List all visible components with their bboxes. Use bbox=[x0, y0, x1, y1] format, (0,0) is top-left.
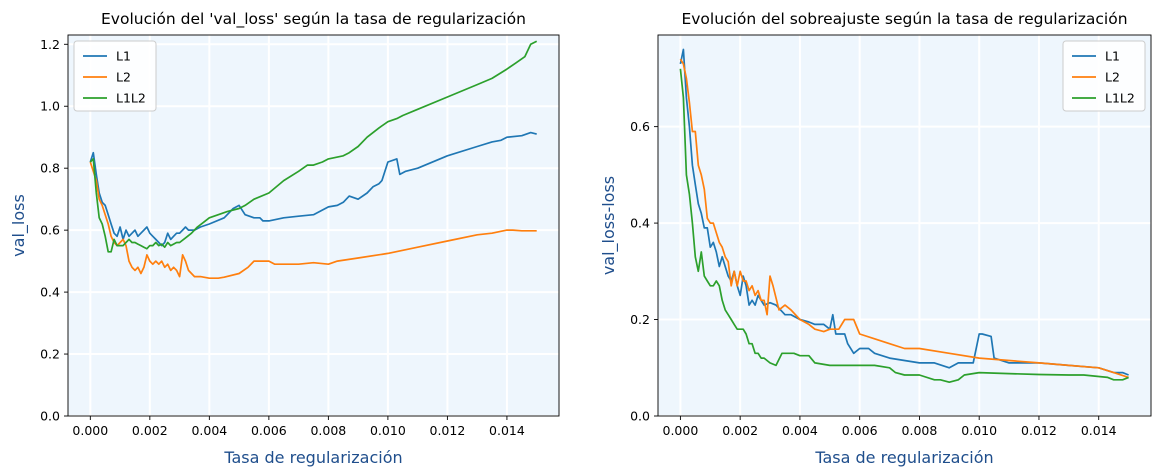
x-tick-label: 0.000 bbox=[663, 423, 699, 438]
legend-label-l2: L2 bbox=[1105, 70, 1120, 85]
y-tick-label: 0.8 bbox=[40, 161, 60, 176]
chart-title: Evolución del 'val_loss' según la tasa d… bbox=[101, 10, 526, 29]
y-tick-label: 0.6 bbox=[40, 223, 60, 238]
y-tick-label: 0.0 bbox=[40, 409, 60, 424]
series-line-l2 bbox=[679, 58, 1129, 379]
x-tick-label: 0.010 bbox=[961, 423, 997, 438]
y-axis-label: val_loss bbox=[9, 194, 29, 257]
x-axis-label: Tasa de regularización bbox=[814, 448, 993, 467]
plot-frame bbox=[657, 34, 1152, 417]
x-tick-label: 0.004 bbox=[191, 423, 227, 438]
x-tick-label: 0.002 bbox=[722, 423, 758, 438]
y-tick-label: 0.4 bbox=[40, 285, 60, 300]
x-tick-label: 0.008 bbox=[902, 423, 938, 438]
x-tick-label: 0.006 bbox=[842, 423, 878, 438]
series-line-l1l2 bbox=[89, 40, 538, 253]
series-line-l1l2 bbox=[679, 68, 1129, 384]
x-tick-label: 0.012 bbox=[430, 423, 466, 438]
y-tick-label: 0.6 bbox=[630, 119, 650, 134]
x-tick-label: 0.014 bbox=[489, 423, 525, 438]
x-tick-label: 0.010 bbox=[370, 423, 406, 438]
x-axis-label: Tasa de regularización bbox=[223, 448, 402, 467]
series-line-l1 bbox=[89, 131, 537, 247]
x-tick-label: 0.002 bbox=[132, 423, 168, 438]
legend-label-l1: L1 bbox=[1105, 49, 1120, 64]
legend-label-l1l2: L1L2 bbox=[116, 91, 146, 106]
y-tick-label: 1.0 bbox=[40, 99, 60, 114]
legend-label-l1l2: L1L2 bbox=[1105, 91, 1135, 106]
legend-label-l1: L1 bbox=[116, 49, 131, 64]
legend-box bbox=[1062, 40, 1146, 112]
y-tick-label: 0.4 bbox=[630, 216, 650, 231]
y-tick-label: 1.2 bbox=[40, 37, 60, 52]
y-tick-label: 0.0 bbox=[630, 409, 650, 424]
chart-title: Evolución del sobreajuste según la tasa … bbox=[681, 10, 1127, 28]
legend-box bbox=[73, 40, 157, 112]
chart-panel-1: 0.000 0.002 0.004 0.006 0.008 0.010 0.012 0.014… bbox=[9, 10, 560, 467]
x-tick-label: 0.008 bbox=[310, 423, 346, 438]
y-axis-label: val_loss-loss bbox=[599, 176, 619, 275]
legend-label-l2: L2 bbox=[116, 70, 131, 85]
x-tick-label: 0.000 bbox=[72, 423, 108, 438]
plot-frame bbox=[67, 34, 560, 417]
series-line-l1 bbox=[679, 48, 1129, 376]
x-tick-label: 0.006 bbox=[251, 423, 287, 438]
series-line-l2 bbox=[89, 161, 537, 280]
x-tick-label: 0.014 bbox=[1081, 423, 1117, 438]
x-tick-label: 0.012 bbox=[1021, 423, 1057, 438]
y-tick-label: 0.2 bbox=[40, 347, 60, 362]
chart-panel-2: 0.000 0.002 0.004 0.006 0.008 0.010 0.012 0.014… bbox=[599, 10, 1152, 467]
x-tick-label: 0.004 bbox=[782, 423, 818, 438]
y-tick-label: 0.2 bbox=[630, 312, 650, 327]
